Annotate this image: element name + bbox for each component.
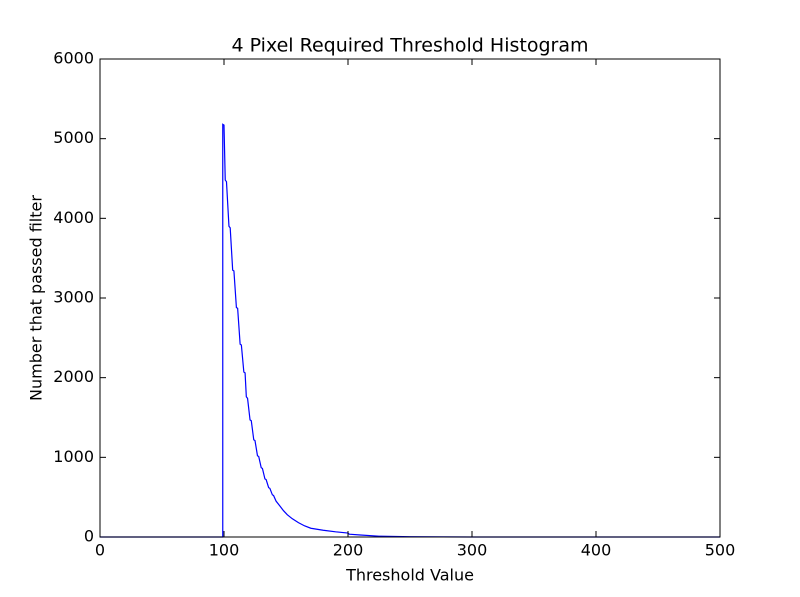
x-tick-label: 0 bbox=[95, 541, 105, 560]
y-tick-label: 4000 bbox=[53, 208, 94, 227]
y-tick-label: 3000 bbox=[53, 288, 94, 307]
x-tick-label: 400 bbox=[581, 541, 612, 560]
y-tick-label: 0 bbox=[84, 527, 94, 546]
data-line bbox=[100, 123, 720, 538]
x-tick-label: 500 bbox=[705, 541, 736, 560]
plot-frame bbox=[99, 58, 721, 538]
y-axis-label: Number that passed filter bbox=[27, 195, 46, 401]
chart-title: 4 Pixel Required Threshold Histogram bbox=[232, 35, 589, 57]
x-tick-label: 300 bbox=[457, 541, 488, 560]
x-axis-label: Threshold Value bbox=[345, 566, 474, 585]
x-tick-label: 100 bbox=[209, 541, 240, 560]
y-tick-label: 1000 bbox=[53, 447, 94, 466]
y-tick-label: 2000 bbox=[53, 367, 94, 386]
y-tick-label: 6000 bbox=[53, 49, 94, 68]
x-tick-label: 200 bbox=[333, 541, 364, 560]
y-tick-label: 5000 bbox=[53, 128, 94, 147]
